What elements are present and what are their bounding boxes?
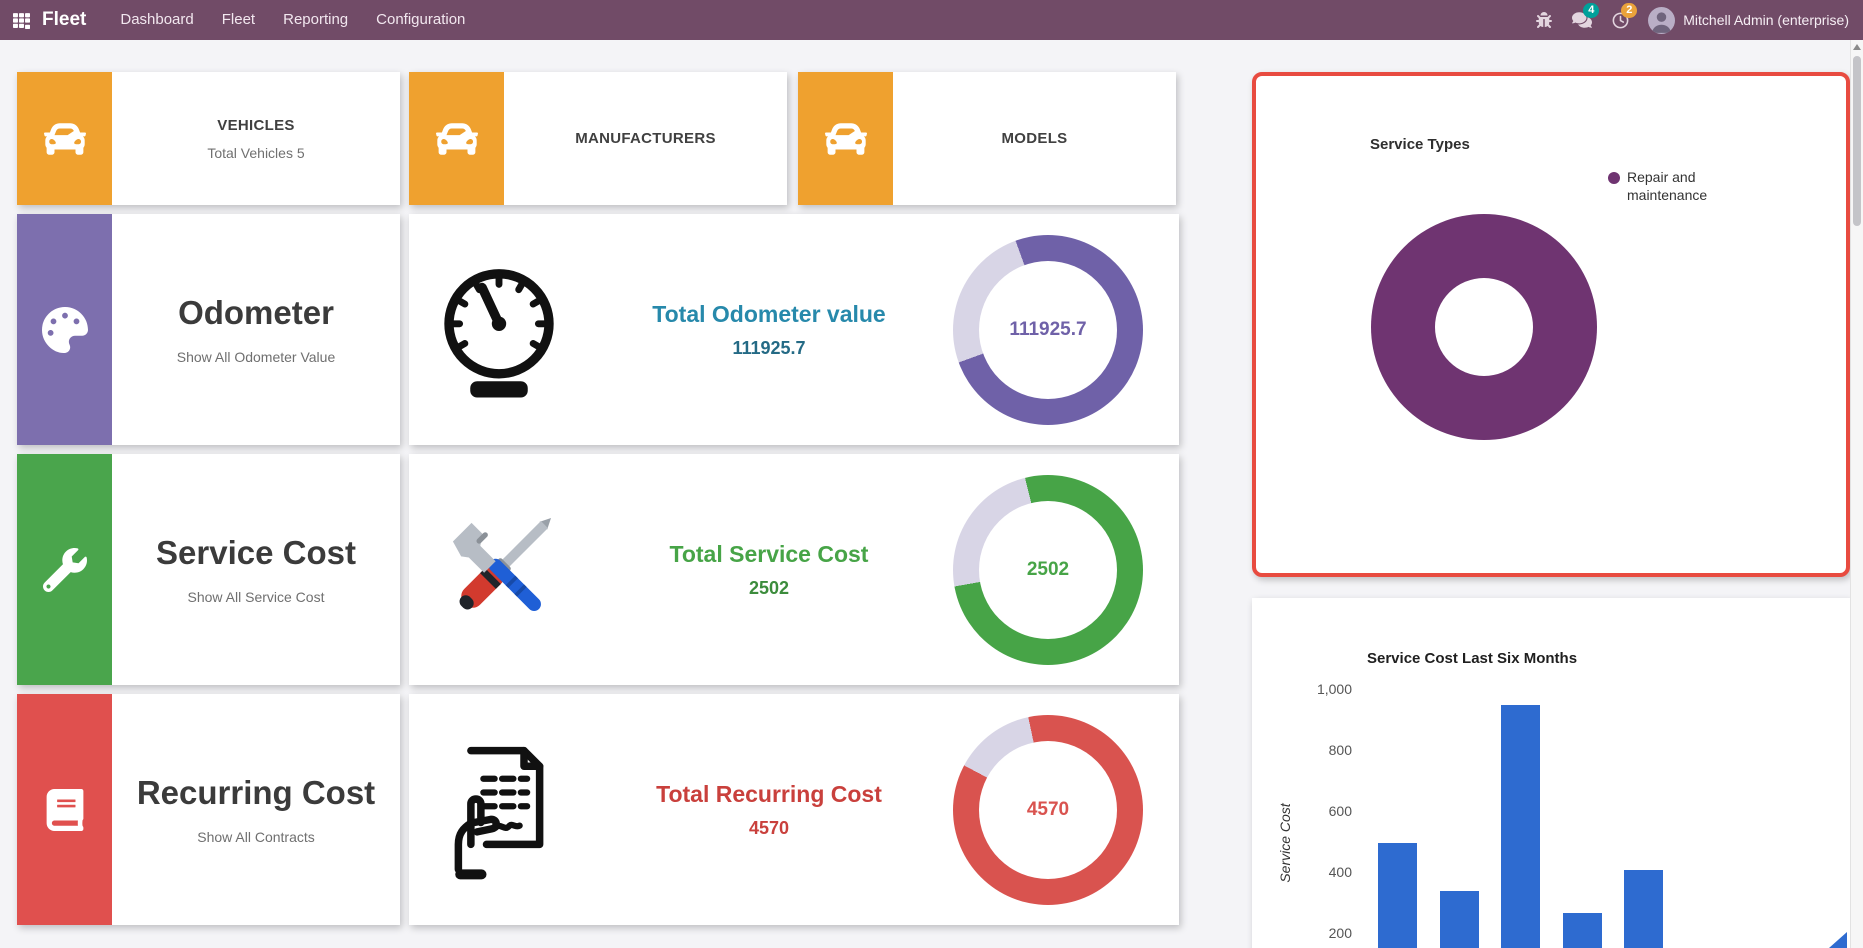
car-icon (435, 122, 478, 155)
pie-chart-title: Service Types (1370, 136, 1470, 153)
activities-clock-icon[interactable]: 2 (1602, 0, 1638, 40)
bar-chart-plot: 1,000 800 600 400 200 (1252, 598, 1850, 948)
car-icon (43, 122, 86, 155)
y-tick-label: 600 (1328, 802, 1352, 819)
odometer-stat-value: 111925.7 (732, 337, 806, 358)
odometer-stat-card: Total Odometer value 111925.7 111925.7 (409, 214, 1179, 445)
menu-dashboard[interactable]: Dashboard (120, 11, 194, 28)
bar (1439, 891, 1479, 948)
scroll-corner-indicator (1829, 932, 1847, 948)
odometer-title: Odometer (178, 294, 334, 331)
main-menu: Dashboard Fleet Reporting Configuration (106, 0, 479, 40)
models-card-strip (798, 72, 893, 205)
service-cost-gauge: 2502 (953, 474, 1143, 665)
recurring-cost-gauge: 4570 (953, 714, 1143, 905)
scroll-up-arrow-icon[interactable] (1853, 44, 1861, 50)
y-tick-label: 200 (1328, 925, 1352, 942)
recurring-cost-stat-card: Total Recurring Cost 4570 4570 (409, 694, 1179, 925)
vehicles-card[interactable]: VEHICLES Total Vehicles 5 (17, 72, 400, 205)
service-types-card: Service Types Repair and maintenance (1252, 72, 1850, 577)
user-menu[interactable]: Mitchell Admin (enterprise) (1683, 12, 1849, 28)
recurring-cost-title: Recurring Cost (136, 774, 376, 811)
menu-fleet[interactable]: Fleet (221, 11, 256, 28)
service-cost-stat-card: Total Service Cost 2502 2502 (409, 454, 1179, 685)
models-title: MODELS (1001, 130, 1068, 147)
service-types-donut[interactable] (1371, 214, 1597, 440)
debug-bug-icon[interactable] (1526, 0, 1562, 40)
service-stat-title: Total Service Cost (669, 540, 869, 567)
vertical-scrollbar[interactable] (1850, 40, 1863, 948)
contract-hand-illustration (409, 735, 589, 885)
scrollbar-thumb[interactable] (1853, 56, 1861, 226)
gauge-hole: 2502 (979, 500, 1117, 639)
legend-label: Repair and maintenance (1627, 169, 1708, 203)
odometer-stat-title: Total Odometer value (652, 300, 886, 327)
service-cost-chart-card: Service Cost Last Six Months Service Cos… (1252, 598, 1850, 948)
menu-configuration[interactable]: Configuration (376, 11, 466, 28)
recurring-cost-card[interactable]: Recurring Cost Show All Contracts (17, 694, 400, 925)
odometer-gauge: 111925.7 (953, 234, 1143, 425)
recurring-stat-title: Total Recurring Cost (656, 780, 882, 807)
palette-gauge-icon (41, 306, 88, 353)
y-tick-label: 400 (1328, 864, 1352, 881)
wrench-icon (42, 547, 87, 592)
recurring-cost-card-strip (17, 694, 112, 925)
user-avatar[interactable] (1648, 6, 1676, 34)
bar-chart-title: Service Cost Last Six Months (1367, 650, 1578, 667)
speedometer-illustration (409, 255, 589, 405)
pie-legend-item[interactable]: Repair and maintenance (1608, 169, 1734, 204)
tools-illustration (409, 492, 589, 647)
service-cost-card[interactable]: Service Cost Show All Service Cost (17, 454, 400, 685)
models-card[interactable]: MODELS (798, 72, 1176, 205)
donut-hole (1435, 278, 1533, 376)
bar (1562, 912, 1602, 948)
service-cost-link[interactable]: Show All Service Cost (187, 589, 325, 605)
service-cost-card-strip (17, 454, 112, 685)
manufacturers-card[interactable]: MANUFACTURERS (409, 72, 787, 205)
odometer-gauge-value: 111925.7 (1009, 318, 1087, 340)
manufacturers-card-strip (409, 72, 504, 205)
recurring-gauge-value: 4570 (1026, 798, 1070, 820)
gauge-hole: 4570 (979, 740, 1117, 879)
recurring-cost-link[interactable]: Show All Contracts (197, 829, 315, 845)
messages-icon[interactable]: 4 (1564, 0, 1600, 40)
systray: 4 2 Mitchell Admin (enterprise) (1526, 0, 1863, 40)
vehicles-card-strip (17, 72, 112, 205)
vehicles-title: VEHICLES (217, 116, 295, 134)
service-stat-value: 2502 (748, 577, 790, 598)
book-icon (46, 788, 83, 831)
y-tick-label: 800 (1328, 741, 1352, 758)
apps-grid-icon[interactable] (0, 0, 42, 40)
app-name[interactable]: Fleet (42, 9, 87, 30)
bar (1378, 842, 1417, 948)
odometer-card-strip (17, 214, 112, 445)
gauge-hole: 111925.7 (979, 260, 1117, 399)
odometer-card[interactable]: Odometer Show All Odometer Value (17, 214, 400, 445)
manufacturers-title: MANUFACTURERS (575, 130, 716, 147)
service-cost-title: Service Cost (156, 534, 356, 571)
activities-badge: 2 (1621, 3, 1638, 18)
odometer-link[interactable]: Show All Odometer Value (176, 349, 336, 365)
service-gauge-value: 2502 (1026, 558, 1070, 580)
bar (1501, 704, 1540, 948)
bar (1624, 870, 1663, 948)
topbar: Fleet Dashboard Fleet Reporting Configur… (0, 0, 1863, 40)
car-icon (824, 122, 867, 155)
menu-reporting[interactable]: Reporting (283, 11, 349, 28)
y-tick-label: 1,000 (1316, 680, 1352, 697)
recurring-stat-value: 4570 (748, 817, 790, 838)
messages-badge: 4 (1583, 3, 1600, 18)
vehicles-count: Total Vehicles 5 (207, 144, 305, 161)
legend-dot (1608, 172, 1620, 184)
